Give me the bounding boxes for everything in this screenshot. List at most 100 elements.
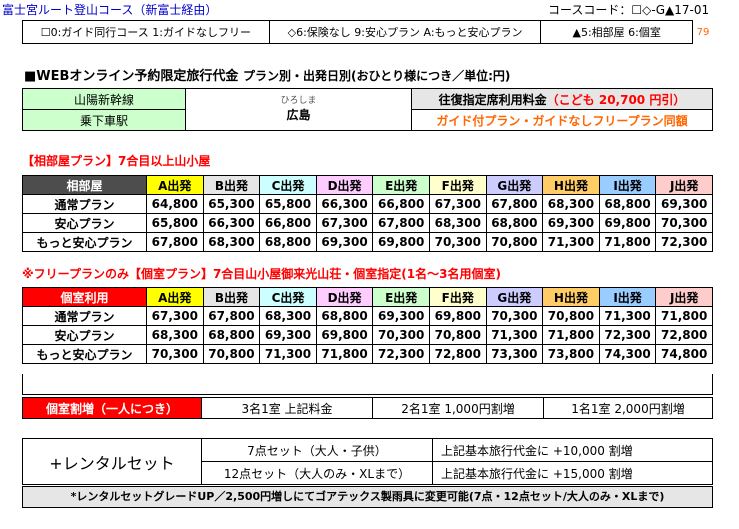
departure-header: I出発: [598, 287, 657, 307]
price-cell: 68,800: [598, 194, 657, 214]
departure-header: G出発: [485, 287, 544, 307]
table-row: 安心プラン 65,800 66,300 66,800 67,300 67,800 68,30…: [22, 213, 713, 233]
rental-set7-price: 上記基本旅行代金に +10,000 割増: [432, 438, 713, 462]
price-cell: 73,300: [485, 344, 544, 364]
price-cell: 66,300: [315, 194, 374, 214]
price-cell: 74,800: [655, 344, 713, 364]
price-cell: 66,800: [259, 213, 317, 233]
room-type-header: 個室利用: [22, 287, 147, 307]
plan-name: もっと安心プラン: [22, 344, 147, 364]
price-cell: 71,800: [542, 325, 600, 345]
price-cell: 69,800: [428, 306, 487, 326]
price-cell: 68,300: [428, 213, 487, 233]
price-cell: 74,300: [598, 344, 657, 364]
price-cell: 72,300: [598, 325, 657, 345]
departure-header: E出発: [372, 175, 430, 195]
price-cell: 72,800: [655, 325, 713, 345]
price-cell: 70,800: [542, 306, 600, 326]
price-cell: 66,300: [202, 213, 261, 233]
price-cell: 68,800: [485, 213, 544, 233]
table-header-row: 個室利用 A出発 B出発 C出発 D出発 E出発 F出発 G出発 H出発 I出発 J出発: [22, 287, 713, 307]
city-name: 広島: [286, 108, 311, 122]
departure-station-table: 山陽新幹線 ひろしま 広島 往復指定席利用料金（こども 20,700 円引） 乗…: [22, 88, 713, 131]
departure-header: A出発: [146, 287, 204, 307]
rental-note: *レンタルセットグレードUP／2,500円増しにてゴアテックス製雨具に変更可能(…: [22, 486, 713, 508]
blank-row: [22, 374, 713, 395]
departure-header: J出発: [655, 287, 713, 307]
price-cell: 68,800: [202, 325, 261, 345]
surcharge-label: 個室割増（一人につき）: [22, 397, 202, 419]
course-code-legend: ☐0:ガイド同行コース 1:ガイドなしフリー ◇6:保険なし 9:安心プラン A…: [22, 20, 713, 44]
departure-header: C出発: [259, 175, 317, 195]
shared-room-price-table: 相部屋 A出発 B出発 C出発 D出発 E出発 F出発 G出発 H出発 I出発 J出発 通常プラン…: [22, 175, 713, 252]
price-cell: 71,300: [598, 306, 657, 326]
section-title-shared: 【相部屋プラン】7合目以上山小屋: [22, 154, 211, 168]
legend-room: ▲5:相部屋 6:個室: [540, 20, 693, 44]
price-cell: 65,800: [259, 194, 317, 214]
price-cell: 71,800: [315, 344, 374, 364]
line-name: 山陽新幹線: [22, 88, 186, 110]
table-row: もっと安心プラン 67,800 68,300 68,800 69,300 69,800 70…: [22, 232, 713, 252]
price-cell: 67,800: [485, 194, 544, 214]
departure-header: H出発: [542, 287, 600, 307]
table-row: もっと安心プラン 70,300 70,800 71,300 71,800 72,300 72…: [22, 344, 713, 364]
price-cell: 68,800: [259, 232, 317, 252]
plan-name: 通常プラン: [22, 194, 147, 214]
price-cell: 68,300: [146, 325, 204, 345]
departure-header: E出発: [372, 287, 430, 307]
plan-name: 通常プラン: [22, 306, 147, 326]
price-cell: 70,800: [485, 232, 544, 252]
price-cell: 68,300: [542, 194, 600, 214]
surcharge-three: 3名1室 上記料金: [201, 397, 373, 419]
price-cell: 66,800: [372, 194, 430, 214]
plan-name: もっと安心プラン: [22, 232, 147, 252]
price-cell: 72,300: [655, 232, 713, 252]
departure-header: B出発: [202, 175, 261, 195]
surcharge-two: 2名1室 1,000円割増: [372, 397, 544, 419]
price-cell: 68,800: [315, 306, 374, 326]
legend-insurance: ◇6:保険なし 9:安心プラン A:もっと安心プラン: [268, 20, 542, 44]
fare-cell: 往復指定席利用料金（こども 20,700 円引）: [411, 88, 713, 110]
price-cell: 70,800: [202, 344, 261, 364]
rental-set-table: +レンタルセット 7点セット（大人・子供） 上記基本旅行代金に +10,000 …: [22, 438, 713, 485]
legend-guide: ☐0:ガイド同行コース 1:ガイドなしフリー: [22, 20, 270, 44]
departure-header: B出発: [202, 287, 261, 307]
rental-set7: 7点セット（大人・子供）: [201, 438, 433, 462]
rental-set12-price: 上記基本旅行代金に +15,000 割増: [432, 461, 713, 485]
table-row: 通常プラン 64,800 65,300 65,800 66,300 66,800 67,30…: [22, 194, 713, 214]
fare-label: 往復指定席利用料金: [438, 92, 547, 107]
price-cell: 67,800: [202, 306, 261, 326]
rental-set12: 12点セット（大人のみ・XLまで）: [201, 461, 433, 485]
price-cell: 67,300: [428, 194, 487, 214]
table-row: 通常プラン 67,300 67,800 68,300 68,800 69,300 69,80…: [22, 306, 713, 326]
price-cell: 65,800: [146, 213, 204, 233]
private-room-price-table: 個室利用 A出発 B出発 C出発 D出発 E出発 F出発 G出発 H出発 I出発 J出発 通常プラ…: [22, 287, 713, 364]
price-cell: 68,300: [202, 232, 261, 252]
departure-header: J出発: [655, 175, 713, 195]
price-cell: 72,300: [372, 344, 430, 364]
price-cell: 70,300: [428, 232, 487, 252]
section-title-private: ※フリープランのみ【個室プラン】7合目山小屋御来光山荘・個室指定(1名～3名用個…: [22, 267, 501, 281]
price-cell: 65,300: [202, 194, 261, 214]
departure-header: F出発: [428, 175, 487, 195]
price-cell: 72,800: [428, 344, 487, 364]
price-cell: 70,300: [372, 325, 430, 345]
price-cell: 69,300: [315, 232, 374, 252]
price-cell: 71,300: [259, 344, 317, 364]
plan-name: 安心プラン: [22, 325, 147, 345]
price-cell: 71,800: [655, 306, 713, 326]
plan-note: ガイド付プラン・ガイドなしフリープラン同額: [411, 109, 713, 131]
departure-header: G出発: [485, 175, 544, 195]
departure-header: I出発: [598, 175, 657, 195]
price-cell: 64,800: [146, 194, 204, 214]
price-cell: 69,300: [372, 306, 430, 326]
departure-header: D出発: [315, 175, 374, 195]
departure-header: H出発: [542, 175, 600, 195]
route-title: 富士宮ルート登山コース（新富士経由）: [2, 3, 218, 17]
price-cell: 69,800: [372, 232, 430, 252]
price-cell: 67,800: [372, 213, 430, 233]
price-cell: 69,800: [598, 213, 657, 233]
city-ruby: ひろしま: [280, 96, 317, 106]
station-label: 乗下車駅: [22, 109, 186, 131]
price-cell: 71,800: [598, 232, 657, 252]
